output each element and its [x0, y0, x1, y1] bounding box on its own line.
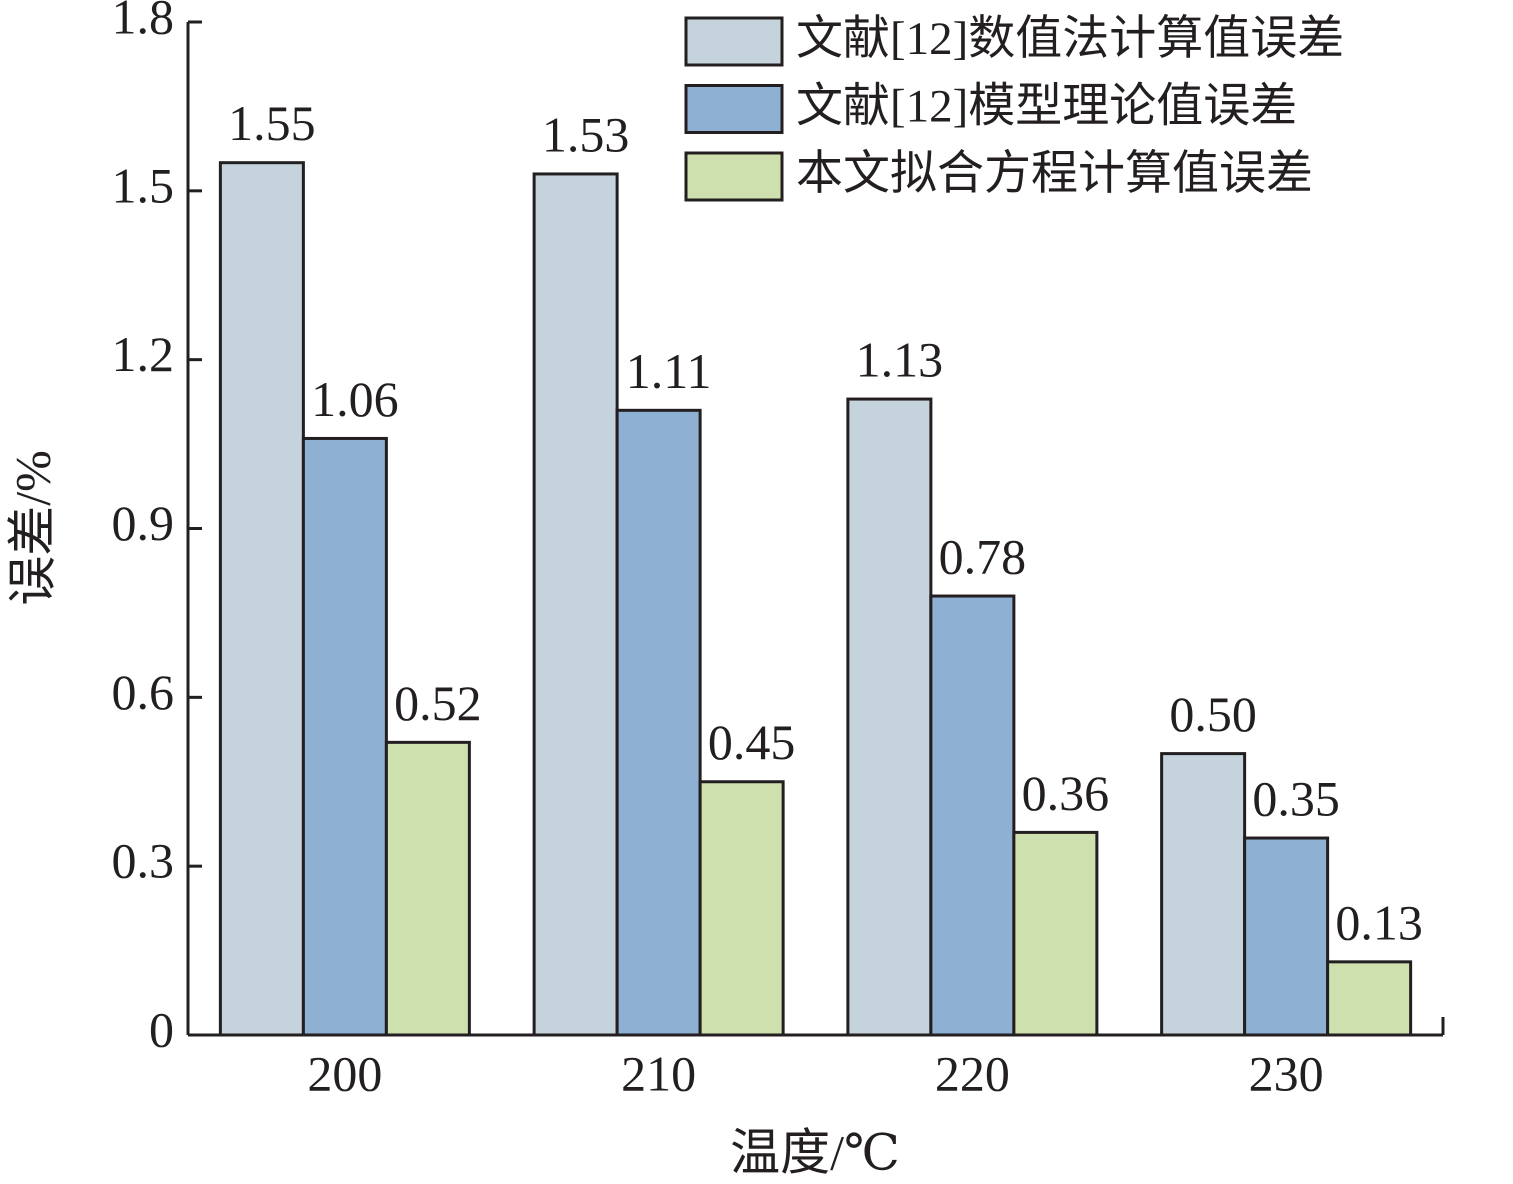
x-tick-label: 200	[307, 1045, 382, 1101]
value-label: 0.78	[939, 529, 1027, 585]
y-axis-title: 误差/%	[4, 450, 60, 606]
legend-label: 文献[12]数值法计算值误差	[796, 13, 1344, 65]
bar	[1326, 960, 1413, 1037]
y-tick-label: 0.9	[112, 495, 175, 551]
x-tick-label: 210	[621, 1045, 696, 1101]
value-label: 0.52	[394, 675, 482, 731]
bar	[532, 172, 619, 1037]
bar	[846, 397, 933, 1037]
x-tick-label: 220	[935, 1045, 1010, 1101]
value-label: 1.11	[626, 343, 712, 399]
y-tick-label: 0.3	[112, 833, 175, 889]
value-label: 0.36	[1022, 765, 1110, 821]
value-label: 0.13	[1335, 894, 1423, 950]
bar	[1160, 752, 1247, 1037]
bar	[1012, 830, 1099, 1037]
legend-swatch	[684, 16, 784, 67]
bar	[615, 408, 702, 1037]
x-axis-title: 温度/℃	[730, 1124, 900, 1180]
legend-label: 本文拟合方程计算值误差	[796, 148, 1313, 200]
value-label: 1.13	[856, 332, 944, 388]
value-label: 0.45	[708, 714, 796, 770]
value-label: 0.50	[1169, 686, 1257, 742]
bar	[929, 594, 1016, 1037]
bar	[1243, 836, 1330, 1037]
x-tick-label: 230	[1249, 1045, 1324, 1101]
value-label: 0.35	[1252, 770, 1340, 826]
y-tick-label: 1.5	[112, 157, 175, 213]
bar	[301, 436, 388, 1037]
bar	[698, 780, 785, 1037]
y-tick-label: 1.8	[112, 0, 175, 44]
y-tick-label: 1.2	[112, 326, 175, 382]
y-tick-label: 0	[149, 1001, 174, 1057]
y-tick-label: 0.6	[112, 664, 175, 720]
value-label: 1.53	[542, 106, 630, 162]
bar	[384, 740, 471, 1037]
legend-swatch	[684, 151, 784, 202]
legend-swatch	[684, 84, 784, 134]
value-label: 1.55	[228, 95, 316, 151]
bar	[218, 161, 305, 1037]
legend-label: 文献[12]模型理论值误差	[796, 80, 1297, 132]
value-label: 1.06	[311, 371, 399, 427]
